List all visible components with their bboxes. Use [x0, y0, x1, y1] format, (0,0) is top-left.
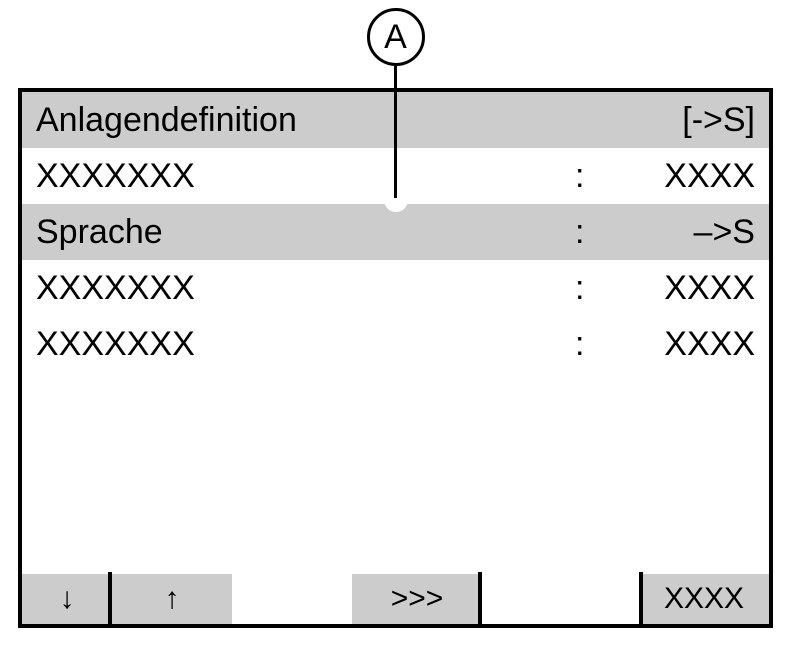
row-value: –>S [615, 213, 755, 252]
data-row: XXXXXXX : XXXX [22, 260, 769, 316]
callout-a: A [367, 8, 425, 198]
footer-gap [482, 574, 639, 624]
selected-row-sprache[interactable]: Sprache : –>S [22, 204, 769, 260]
row-colon: : [575, 157, 615, 196]
data-row: XXXXXXX : XXXX [22, 316, 769, 372]
row-label: XXXXXXX [36, 269, 575, 308]
row-label: Sprache [36, 213, 575, 252]
callout-circle: A [367, 8, 425, 66]
row-value: XXXX [615, 157, 755, 196]
footer-bar: ↓ ↑ >>> XXXX [22, 574, 769, 624]
right-label: XXXX [664, 582, 744, 616]
row-colon: : [575, 269, 615, 308]
row-value: XXXX [615, 325, 755, 364]
down-arrow-icon: ↓ [60, 582, 75, 616]
callout-line [394, 66, 397, 198]
right-button[interactable]: XXXX [639, 574, 769, 624]
footer-gap [232, 574, 352, 624]
header-title: Anlagendefinition [36, 101, 615, 140]
header-suffix: [->S] [615, 101, 755, 140]
row-value: XXXX [615, 269, 755, 308]
down-button[interactable]: ↓ [22, 574, 112, 624]
more-label: >>> [391, 582, 444, 616]
more-button[interactable]: >>> [352, 574, 482, 624]
row-label: XXXXXXX [36, 325, 575, 364]
callout-label: A [384, 18, 407, 57]
callout-notch [384, 196, 408, 212]
up-button[interactable]: ↑ [112, 574, 232, 624]
row-colon: : [575, 213, 615, 252]
row-colon: : [575, 325, 615, 364]
row-label: XXXXXXX [36, 157, 575, 196]
up-arrow-icon: ↑ [165, 582, 180, 616]
